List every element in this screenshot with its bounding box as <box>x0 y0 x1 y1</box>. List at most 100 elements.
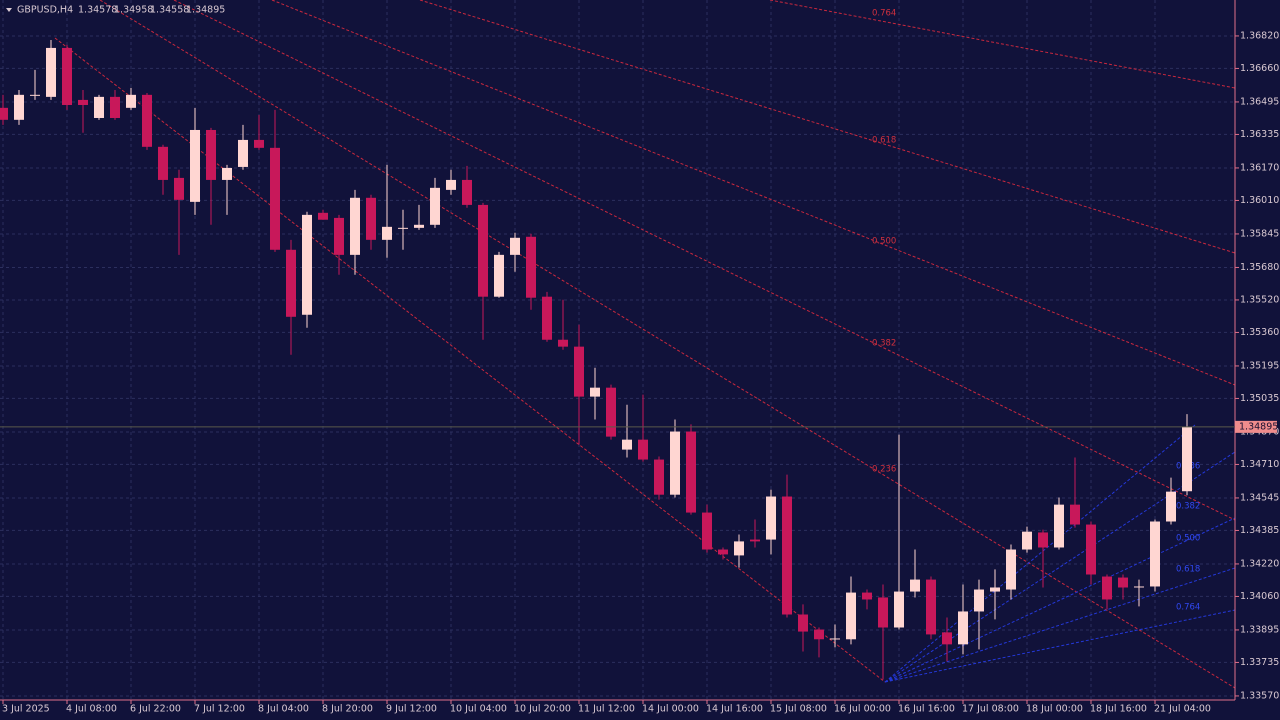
candle-body <box>670 431 680 495</box>
y-tick-label: 1.34060 <box>1240 591 1279 602</box>
fib-label: 0.764 <box>872 9 896 19</box>
candle-body <box>46 47 56 97</box>
y-tick-label: 1.35680 <box>1240 262 1279 273</box>
candle-body <box>558 339 568 347</box>
chart-title: GBPUSD,H4 <box>17 5 73 16</box>
x-tick-label: 8 Jul 20:00 <box>322 704 373 715</box>
symbol-menu-arrow[interactable] <box>6 8 12 12</box>
candle-body <box>926 579 936 635</box>
candle-body <box>1054 504 1064 548</box>
fib-line <box>99 0 1236 689</box>
candle-body <box>30 94 40 96</box>
fib-line <box>884 609 1236 683</box>
y-tick-label: 1.36660 <box>1240 63 1279 74</box>
y-tick-label: 1.35520 <box>1240 294 1279 305</box>
candle-body <box>366 197 376 240</box>
candle-body <box>270 147 280 250</box>
candle-body <box>414 224 424 228</box>
y-tick-label: 1.33895 <box>1240 624 1279 635</box>
x-tick-label: 16 Jul 00:00 <box>834 704 891 715</box>
ohlc-low: 1.34558 <box>150 5 189 16</box>
y-tick-label: 1.36010 <box>1240 195 1279 206</box>
candle-body <box>1006 549 1016 590</box>
candle-body <box>174 177 184 200</box>
x-tick-label: 15 Jul 08:00 <box>770 704 827 715</box>
fib-label: 0.382 <box>872 339 896 349</box>
candle-body <box>190 129 200 202</box>
candle-body <box>638 439 648 460</box>
x-tick-label: 14 Jul 16:00 <box>706 704 763 715</box>
y-tick-label: 1.36820 <box>1240 30 1279 41</box>
x-tick-label: 8 Jul 04:00 <box>258 704 309 715</box>
candle-body <box>94 96 104 118</box>
candle-body <box>574 346 584 397</box>
candle-body <box>446 179 456 190</box>
candle-body <box>206 129 216 180</box>
fib-line <box>884 567 1236 683</box>
fib-line <box>271 0 1236 386</box>
candle-body <box>462 179 472 205</box>
x-tick-label: 10 Jul 04:00 <box>450 704 507 715</box>
ohlc-high: 1.34958 <box>114 5 153 16</box>
y-tick-label: 1.34220 <box>1240 558 1279 569</box>
candle-body <box>1118 577 1128 588</box>
candle-body <box>0 107 8 120</box>
x-tick-label: 17 Jul 08:00 <box>962 704 1019 715</box>
fib-label: 0.764 <box>1176 603 1200 613</box>
candle-body <box>1022 531 1032 550</box>
candle-body <box>78 99 88 105</box>
y-tick-label: 1.33570 <box>1240 690 1279 701</box>
fib-label: 0.618 <box>872 136 896 146</box>
fib-line <box>884 517 1236 683</box>
y-tick-label: 1.36495 <box>1240 96 1279 107</box>
fib-label: 0.382 <box>1176 502 1200 512</box>
candle-body <box>846 592 856 640</box>
candle-body <box>974 589 984 612</box>
candle-body <box>654 459 664 495</box>
x-tick-label: 4 Jul 08:00 <box>66 704 117 715</box>
fib-label: 0.500 <box>872 237 896 247</box>
y-tick-label: 1.34385 <box>1240 525 1279 536</box>
x-tick-label: 9 Jul 12:00 <box>386 704 437 715</box>
candle-body <box>782 496 792 615</box>
candle-body <box>254 139 264 148</box>
candle-body <box>510 237 520 255</box>
fib-line <box>419 0 1236 254</box>
x-tick-label: 11 Jul 12:00 <box>578 704 635 715</box>
candle-body <box>430 187 440 225</box>
y-tick-label: 1.35195 <box>1240 360 1279 371</box>
candle-body <box>1102 576 1112 600</box>
candle-body <box>798 614 808 632</box>
candle-body <box>478 204 488 297</box>
x-tick-label: 16 Jul 16:00 <box>898 704 955 715</box>
fib-line <box>173 0 1236 521</box>
y-tick-label: 1.36335 <box>1240 129 1279 140</box>
candle-body <box>398 227 408 229</box>
candle-body <box>958 611 968 645</box>
candle-body <box>1166 491 1176 522</box>
fib-label: 0.236 <box>872 465 896 475</box>
y-tick-label: 1.35360 <box>1240 327 1279 338</box>
candle-body <box>1070 504 1080 525</box>
candle-body <box>942 632 952 645</box>
candle-body <box>302 214 312 315</box>
x-tick-label: 7 Jul 12:00 <box>194 704 245 715</box>
ohlc-open: 1.34578 <box>78 5 117 16</box>
x-tick-label: 10 Jul 20:00 <box>514 704 571 715</box>
candle-body <box>734 541 744 556</box>
candle-body <box>526 236 536 298</box>
candle-body <box>142 94 152 147</box>
candle-body <box>494 254 504 297</box>
candle-body <box>1086 524 1096 575</box>
candle-body <box>862 592 872 600</box>
candle-body <box>62 47 72 105</box>
candle-body <box>158 146 168 180</box>
candle-body <box>814 629 824 640</box>
candle-body <box>1134 586 1144 588</box>
candle-body <box>830 638 840 640</box>
y-tick-label: 1.33735 <box>1240 657 1279 668</box>
